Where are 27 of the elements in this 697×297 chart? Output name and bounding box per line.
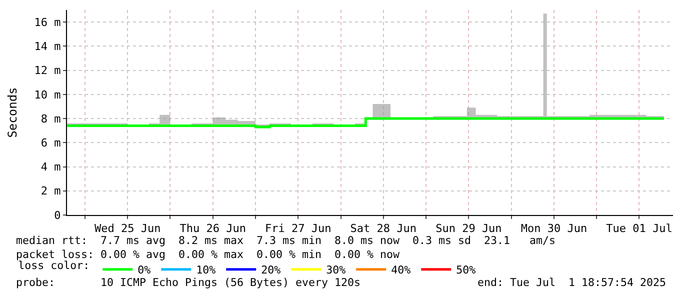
legend-label: 40%: [391, 264, 412, 277]
text: median rtt: 7.7 ms avg 8.2 ms max 7.3 ms min 8.0 ms now 0.3 ms sd 23.1 am/s: [16, 234, 556, 248]
y-tick-label: 10 m: [34, 88, 62, 102]
x-tick-label: Sun 29 Jun: [436, 222, 502, 236]
x-tick-label: Wed 25 Jun: [94, 222, 161, 236]
y-tick-label: 0: [54, 208, 61, 222]
legend-label: 30%: [326, 264, 346, 277]
legend-label: 20%: [261, 264, 282, 277]
y-tick-label: 2 m: [40, 184, 62, 198]
y-tick-label: 14 m: [34, 40, 62, 54]
text: packet loss: 0.00 % avg 0.00 % max 0.00 % min 0.00 % now: [16, 248, 400, 261]
y-tick-label: 12 m: [34, 64, 62, 78]
x-tick-label: Sat 28 Jun: [350, 222, 417, 236]
y-axis-title: Seconds: [6, 87, 20, 138]
x-tick-label: Tue 01 Jul: [606, 222, 672, 236]
y-tick-label: 16 m: [34, 16, 62, 29]
legend-label: 50%: [456, 264, 476, 277]
legend-title: loss color:: [18, 258, 90, 272]
legend-label: 10%: [196, 264, 216, 277]
legend-label: 0%: [138, 264, 152, 277]
y-tick-label: 6 m: [40, 136, 62, 150]
x-tick-label: Thu 26 Jun: [180, 222, 246, 236]
y-tick-label: 4 m: [40, 160, 62, 174]
x-tick-label: Mon 30 Jun: [520, 222, 588, 236]
x-tick-label: Fri 27 Jun: [265, 222, 332, 236]
y-tick-label: 8 m: [40, 112, 62, 126]
text: probe: 10 ICMP Echo Pings (56 Bytes) every 120s end: Tue Jul 1 18:57:54 2025: [16, 276, 666, 290]
